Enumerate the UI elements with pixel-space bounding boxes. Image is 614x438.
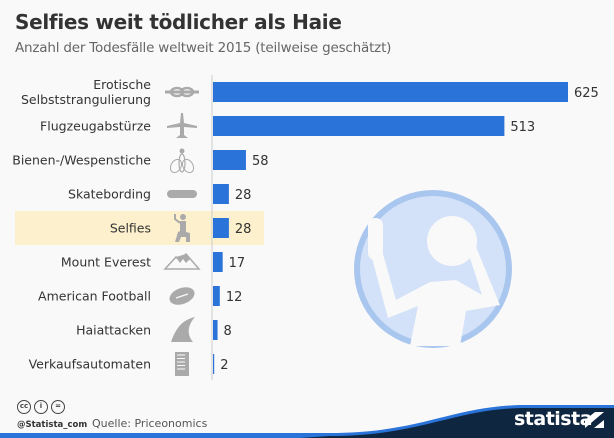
- chart-subtitle: Anzahl der Todesfälle weltweit 2015 (tei…: [15, 40, 392, 56]
- category-label: Selbststrangulierung: [21, 92, 151, 107]
- category-label: Verkaufsautomaten: [29, 357, 151, 372]
- mountain-icon: [163, 252, 201, 270]
- category-label: Erotische: [93, 77, 151, 92]
- category-label: Flugzeugabstürze: [40, 119, 151, 134]
- data-label: 513: [510, 120, 535, 135]
- knot-icon: [165, 86, 199, 98]
- data-label: 28: [235, 222, 252, 237]
- category-label: Skatebording: [68, 187, 151, 202]
- data-label: 8: [224, 324, 232, 339]
- statista-brand: statista: [514, 408, 593, 430]
- source-note: Quelle: Priceonomics: [92, 417, 208, 430]
- no-derivatives-icon: =: [51, 400, 65, 414]
- bar: [213, 150, 246, 170]
- category-label: Selfies: [110, 221, 151, 236]
- bar: [213, 184, 229, 204]
- skateboard-icon: [167, 190, 197, 198]
- chart-title: Selfies weit tödlicher als Haie: [15, 10, 342, 34]
- category-label: American Football: [38, 289, 151, 304]
- footer-brand-area: [300, 408, 614, 438]
- data-label: 28: [235, 188, 252, 203]
- bar: [213, 82, 568, 102]
- airplane-icon: [167, 113, 197, 138]
- selfie-person-icon: [174, 214, 190, 242]
- bar: [213, 116, 505, 136]
- statista-handle: @Statista_com: [17, 420, 88, 430]
- statista-logo-icon: [585, 412, 604, 428]
- shark-fin-icon: [171, 317, 195, 342]
- attribution-icon: i: [34, 400, 48, 414]
- bar: [213, 252, 223, 272]
- data-label: 17: [229, 256, 246, 271]
- bar: [213, 218, 229, 238]
- data-label: 625: [574, 86, 599, 101]
- selfie-illustration-icon: [354, 190, 512, 348]
- data-label: 12: [226, 290, 243, 305]
- data-label: 58: [252, 154, 269, 169]
- bar: [213, 286, 220, 306]
- football-icon: [169, 287, 195, 305]
- vending-machine-icon: [175, 352, 189, 376]
- data-label: 2: [220, 358, 228, 373]
- bee-icon: [169, 148, 195, 174]
- category-label: Mount Everest: [61, 255, 151, 270]
- category-label: Haiattacken: [76, 323, 151, 338]
- category-label: Bienen-/Wespenstiche: [12, 153, 151, 168]
- cc-icon: cc: [17, 400, 31, 414]
- bar: [213, 320, 218, 340]
- bar: [213, 354, 215, 374]
